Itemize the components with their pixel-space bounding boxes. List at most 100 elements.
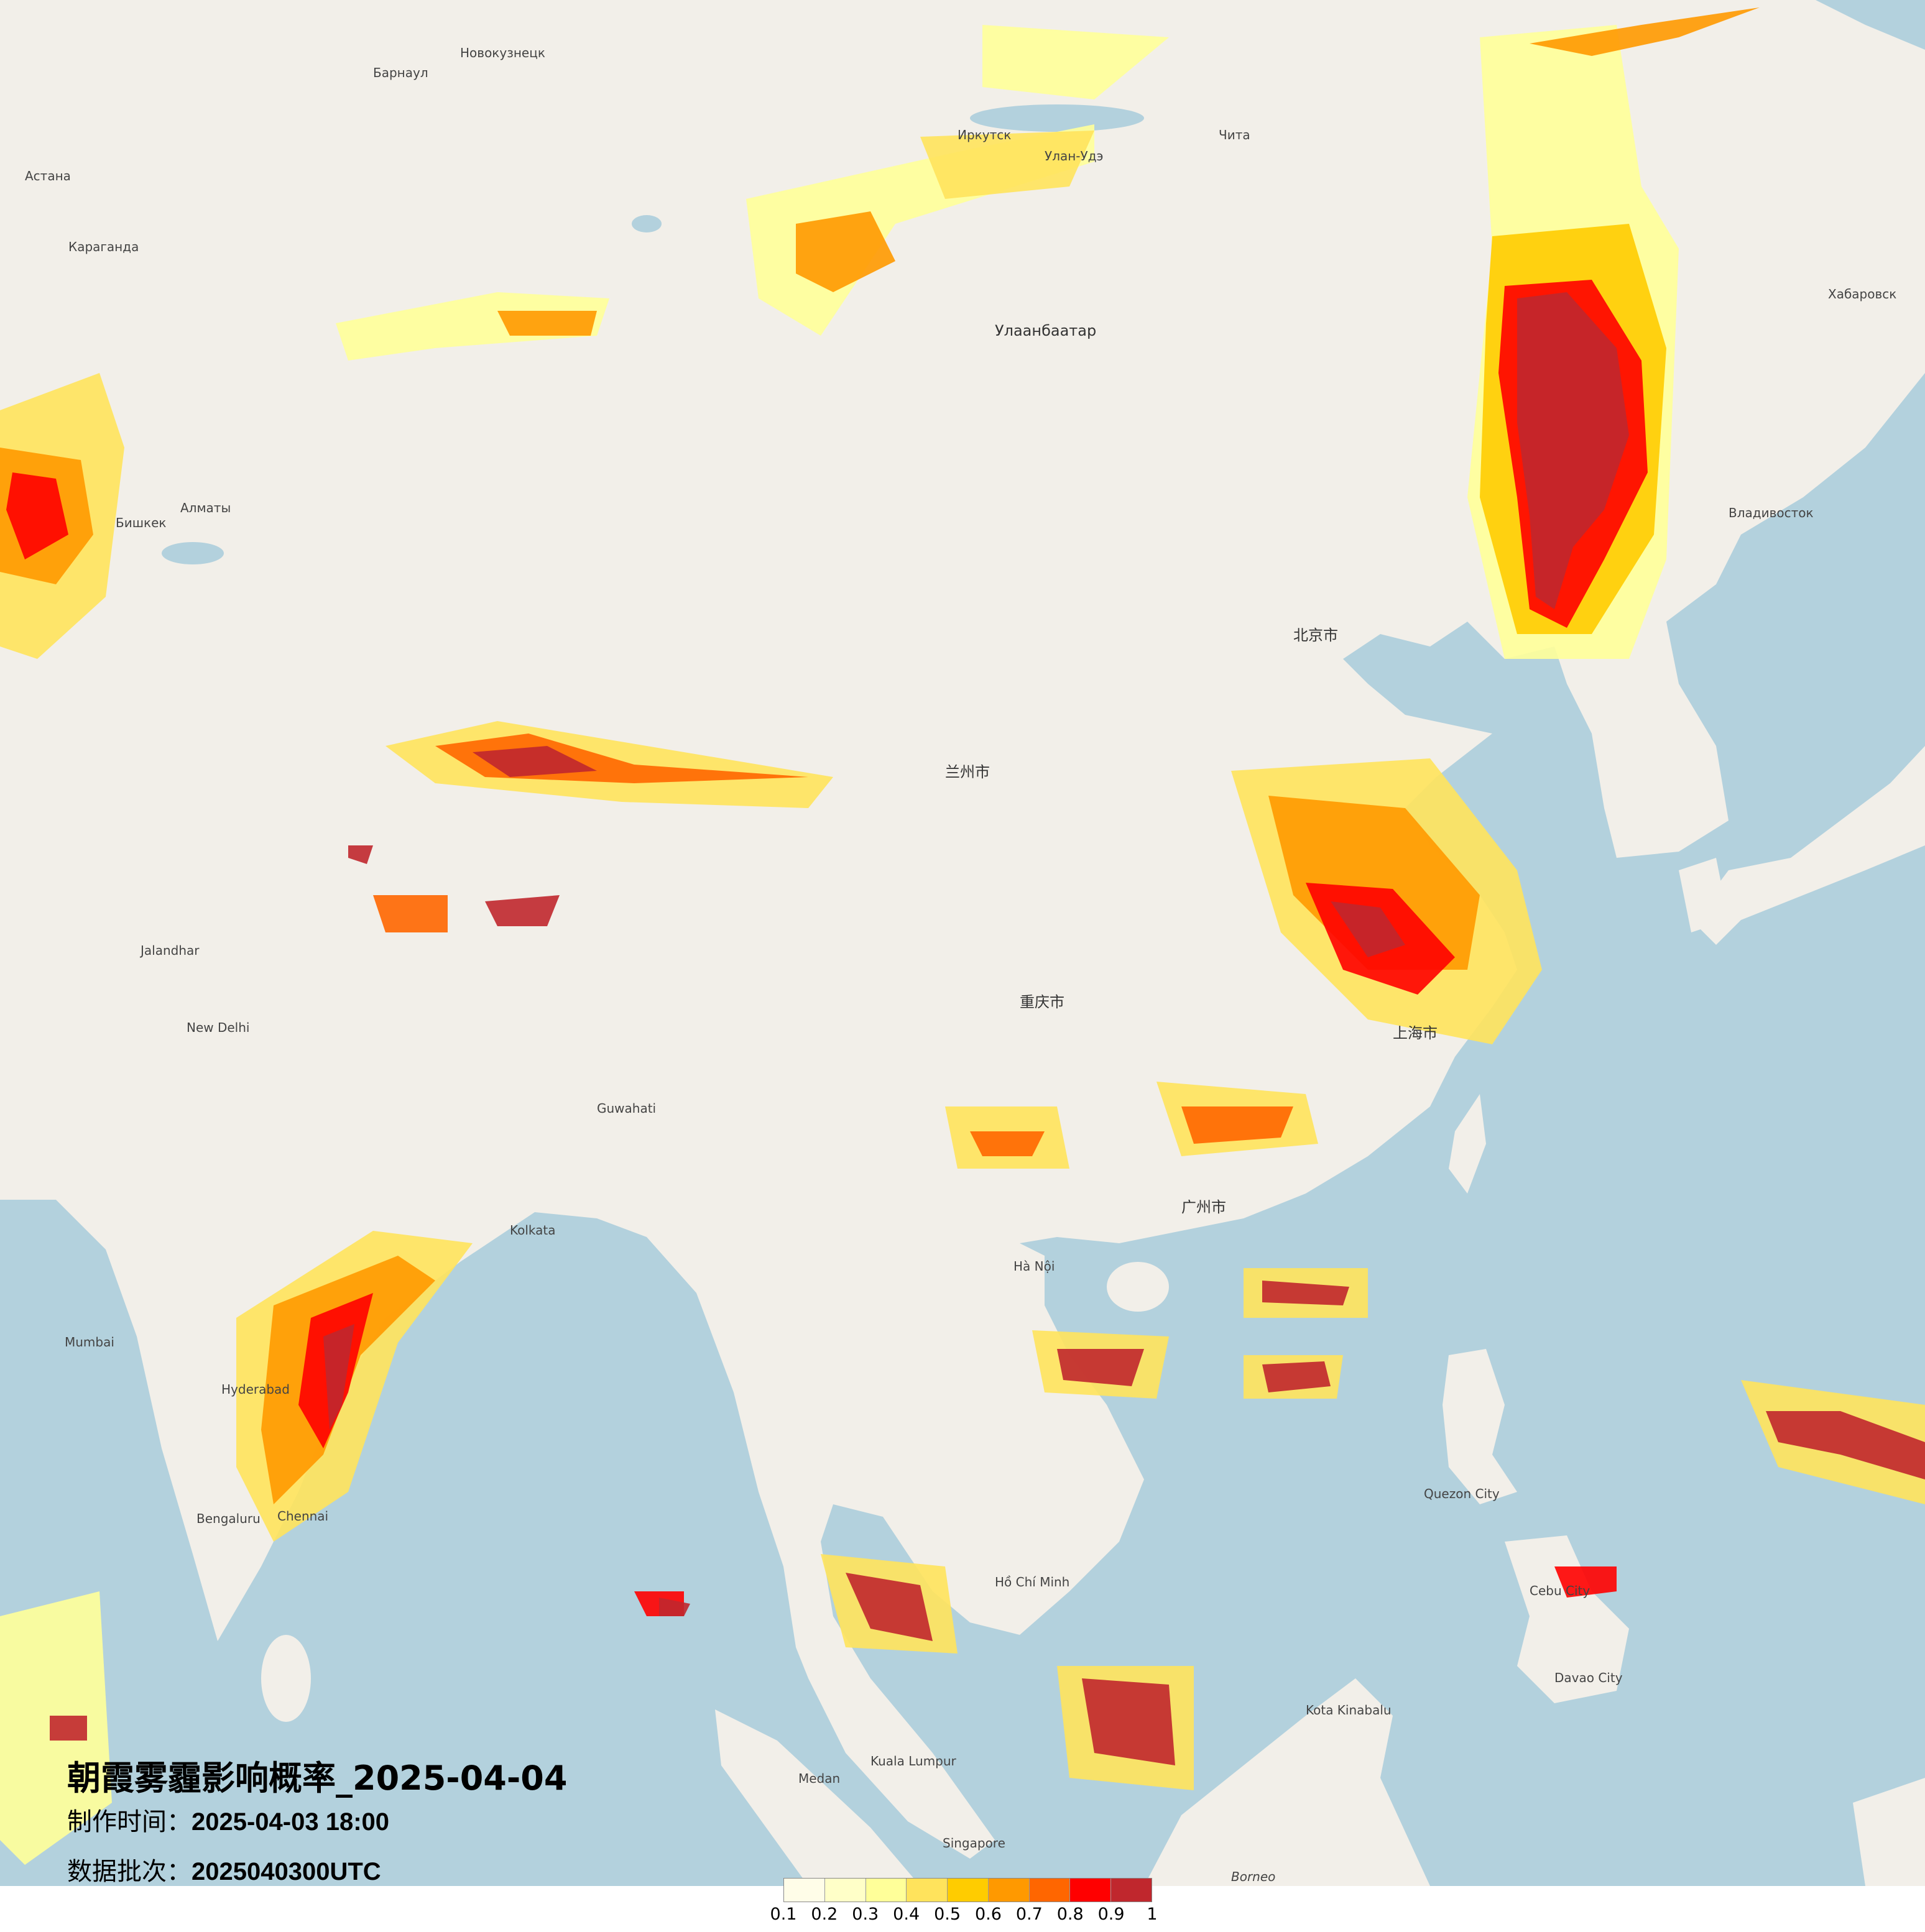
kyushu <box>1679 858 1729 932</box>
production-time-value: 2025-04-03 18:00 <box>192 1808 390 1836</box>
place-label: Medan <box>798 1771 840 1786</box>
legend-tick-label: 0.5 <box>934 1905 961 1924</box>
place-label: Guwahati <box>597 1101 656 1116</box>
legend-tick-label: 0.1 <box>770 1905 797 1924</box>
place-label: Hồ Chí Minh <box>995 1575 1069 1589</box>
place-label: 上海市 <box>1393 1024 1438 1042</box>
place-label: 兰州市 <box>945 763 990 781</box>
legend-swatch <box>1111 1879 1152 1902</box>
place-label: Davao City <box>1554 1670 1623 1685</box>
place-label: New Delhi <box>187 1020 249 1035</box>
probability-patch <box>323 1324 354 1430</box>
probability-patch <box>846 1573 933 1641</box>
probability-patch <box>1262 1281 1349 1305</box>
probability-patch <box>1082 1678 1175 1765</box>
probability-patch <box>336 292 609 361</box>
legend-swatch <box>948 1879 989 1902</box>
sea <box>1816 0 1925 50</box>
map-title: 朝霞雾霾影响概率_2025-04-04 <box>67 1759 568 1798</box>
place-label: Алматы <box>180 500 231 515</box>
place-label: Бишкек <box>116 515 166 530</box>
data-batch: 数据批次：2025040300UTC <box>67 1851 381 1887</box>
place-label: Улан-Удэ <box>1045 149 1104 163</box>
probability-patch <box>970 1131 1045 1156</box>
legend-ticks: 0.1 0.2 0.3 0.4 0.5 0.6 0.7 0.8 0.9 1 <box>770 1905 1158 1930</box>
sumatra <box>715 1709 920 1886</box>
place-labels: Улаанбаатар Иркутск Новокузнецк Барнаул … <box>25 45 1896 1884</box>
place-label: Chennai <box>277 1509 328 1524</box>
lake <box>632 215 662 232</box>
place-label: Mumbai <box>65 1335 114 1350</box>
probability-map: Улаанбаатар Иркутск Новокузнецк Барнаул … <box>0 0 1925 1886</box>
probability-patch <box>497 311 597 336</box>
probability-patch <box>1262 1361 1331 1392</box>
probability-patch <box>1766 1411 1925 1479</box>
data-batch-value: 2025040300UTC <box>192 1858 381 1885</box>
place-label: Новокузнецк <box>460 45 545 60</box>
place-label: Borneo <box>1231 1869 1275 1884</box>
place-label: Hà Nội <box>1013 1259 1055 1274</box>
place-label: 广州市 <box>1181 1198 1226 1216</box>
sulawesi <box>1853 1778 1925 1886</box>
place-label: Singapore <box>943 1836 1005 1851</box>
probability-patch <box>920 131 1094 199</box>
production-time: 制作时间：2025-04-03 18:00 <box>67 1801 389 1838</box>
probability-patch <box>1181 1106 1293 1144</box>
probability-patch <box>796 211 895 292</box>
probability-patch <box>1331 901 1405 957</box>
place-label: Kolkata <box>510 1223 556 1238</box>
place-label: Барнаул <box>373 65 428 80</box>
place-label: Хабаровск <box>1828 287 1896 301</box>
legend-swatch <box>988 1879 1030 1902</box>
legend-tick-label: 0.3 <box>852 1905 879 1924</box>
place-label: Чита <box>1219 127 1250 142</box>
probability-patch <box>1517 292 1629 609</box>
legend-tick-label: 0.9 <box>1097 1905 1125 1924</box>
legend-swatch <box>784 1879 825 1902</box>
legend-tick-label: 1 <box>1147 1905 1158 1924</box>
place-label: Иркутск <box>958 127 1011 142</box>
probability-patch <box>659 1598 690 1616</box>
place-label: Hyderabad <box>221 1382 290 1397</box>
sea-layer <box>0 0 1925 1886</box>
legend-swatch <box>866 1879 907 1902</box>
legend-swatch <box>907 1879 948 1902</box>
place-label: Cebu City <box>1530 1583 1590 1598</box>
probability-patch <box>982 25 1169 99</box>
probability-patch <box>373 895 448 932</box>
japan <box>1691 746 1925 945</box>
probability-patch <box>473 746 597 777</box>
probability-patch <box>485 895 560 926</box>
place-label: Kota Kinabalu <box>1306 1703 1392 1718</box>
taiwan <box>1449 1094 1486 1194</box>
legend-swatch <box>1029 1879 1071 1902</box>
legend-tick-label: 0.2 <box>811 1905 838 1924</box>
probability-patch <box>348 845 373 864</box>
place-label: Владивосток <box>1729 505 1814 520</box>
legend-tick-label: 0.6 <box>974 1905 1002 1924</box>
probability-patch <box>1057 1349 1144 1386</box>
place-label: Jalandhar <box>139 943 200 958</box>
color-legend <box>783 1878 1152 1902</box>
lake-issyk-kul <box>162 542 224 564</box>
place-label: Улаанбаатар <box>995 322 1096 339</box>
probability-patch <box>6 472 68 559</box>
hainan <box>1107 1262 1169 1312</box>
place-label: Quezon City <box>1424 1486 1500 1501</box>
lake-baikal <box>970 104 1144 132</box>
luzon <box>1443 1349 1517 1504</box>
probability-patch <box>50 1716 87 1741</box>
legend-tick-label: 0.7 <box>1015 1905 1043 1924</box>
borneo <box>1144 1678 1430 1886</box>
sea <box>0 373 1925 1886</box>
place-label: 重庆市 <box>1020 993 1064 1011</box>
probability-patch <box>1268 796 1480 970</box>
data-batch-label: 数据批次： <box>67 1857 192 1885</box>
visayas-mindanao <box>1505 1535 1629 1703</box>
production-time-label: 制作时间： <box>67 1808 192 1836</box>
place-label: Караганда <box>68 239 139 254</box>
legend-tick-label: 0.8 <box>1056 1905 1084 1924</box>
probability-field <box>0 7 1925 1865</box>
probability-patch <box>1554 1566 1617 1598</box>
place-label: 北京市 <box>1293 627 1338 644</box>
